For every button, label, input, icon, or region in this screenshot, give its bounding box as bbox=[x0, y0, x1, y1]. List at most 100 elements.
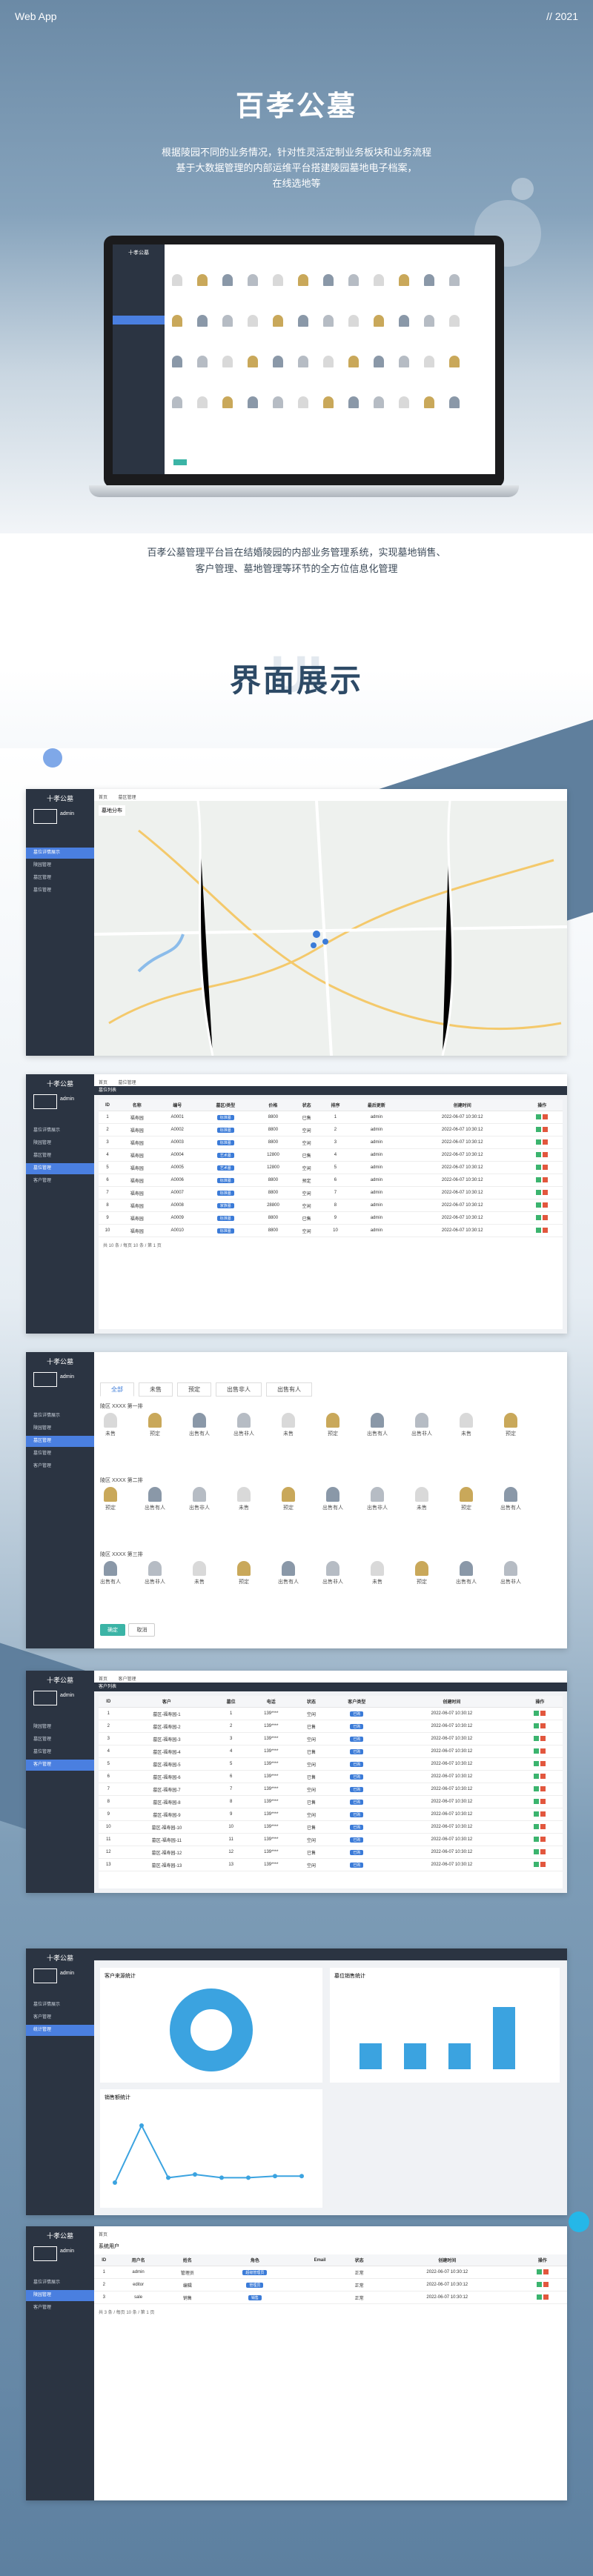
delete-icon[interactable] bbox=[540, 1710, 546, 1716]
sidebar-item[interactable]: 墓位管理 bbox=[26, 1163, 94, 1174]
table-row[interactable]: 8 墓区-福寿园-8 8 139**** 已售 已购 2022-06-07 10:30:12 bbox=[99, 1795, 563, 1808]
delete-icon[interactable] bbox=[543, 1114, 549, 1119]
delete-icon[interactable] bbox=[543, 2294, 549, 2300]
table-row[interactable]: 2 editor 编辑 管理员 正常 2022-06-07 10:30:12 bbox=[94, 2278, 567, 2292]
delete-icon[interactable] bbox=[543, 1214, 549, 1220]
delete-icon[interactable] bbox=[540, 1760, 546, 1766]
table-row[interactable]: 5 福寿园 A0005 艺术墓 12800 空闲 5 admin 2022-06-07 10:3… bbox=[99, 1161, 563, 1174]
edit-icon[interactable] bbox=[536, 1151, 542, 1157]
cancel-button[interactable]: 取消 bbox=[128, 1623, 156, 1637]
table-row[interactable]: 6 福寿园 A0006 标准墓 8800 预定 6 admin 2022-06-07 10:30… bbox=[99, 1174, 563, 1187]
edit-icon[interactable] bbox=[534, 1773, 540, 1779]
grave-slot[interactable]: 预定 bbox=[500, 1413, 521, 1437]
grave-slot[interactable]: 预定 bbox=[322, 1413, 343, 1437]
map-view[interactable]: 墓地分布 bbox=[93, 800, 567, 1056]
grave-slot[interactable]: 出售有人 bbox=[500, 1487, 521, 1511]
sidebar-item[interactable]: 客户管理 bbox=[33, 2015, 52, 2020]
grave-slot[interactable]: 预定 bbox=[100, 1487, 121, 1511]
edit-icon[interactable] bbox=[534, 1823, 540, 1829]
sidebar-item[interactable]: 陵园管理 bbox=[33, 863, 52, 868]
status-tab[interactable]: 出售有人 bbox=[266, 1382, 312, 1397]
grave-slot[interactable]: 未售 bbox=[233, 1487, 254, 1511]
delete-icon[interactable] bbox=[543, 2269, 549, 2274]
grave-slot[interactable]: 出售有人 bbox=[278, 1561, 299, 1585]
sidebar-item[interactable]: 墓位详情展示 bbox=[33, 2280, 61, 2285]
edit-icon[interactable] bbox=[536, 2294, 542, 2300]
edit-icon[interactable] bbox=[536, 1139, 542, 1145]
grave-slot[interactable]: 出售非人 bbox=[500, 1561, 521, 1585]
sidebar-item[interactable]: 陵园管理 bbox=[33, 1426, 52, 1431]
status-tab[interactable]: 出售非人 bbox=[216, 1382, 262, 1397]
table-row[interactable]: 3 福寿园 A0003 标准墓 8800 空闲 3 admin 2022-06-07 10:30… bbox=[99, 1136, 563, 1149]
delete-icon[interactable] bbox=[543, 1176, 549, 1182]
grave-slot[interactable]: 未售 bbox=[100, 1413, 121, 1437]
edit-icon[interactable] bbox=[534, 1798, 540, 1804]
sidebar-item[interactable]: 墓区管理 bbox=[33, 1737, 52, 1742]
edit-icon[interactable] bbox=[534, 1861, 540, 1867]
delete-icon[interactable] bbox=[543, 1139, 549, 1145]
edit-icon[interactable] bbox=[534, 1836, 540, 1842]
table-row[interactable]: 3 墓区-福寿园-3 3 139**** 空闲 已购 2022-06-07 10:30:12 bbox=[99, 1732, 563, 1745]
table-row[interactable]: 7 墓区-福寿园-7 7 139**** 空闲 已购 2022-06-07 10:30:12 bbox=[99, 1783, 563, 1796]
table-row[interactable]: 9 墓区-福寿园-9 9 139**** 空闲 已购 2022-06-07 10:30:12 bbox=[99, 1808, 563, 1821]
delete-icon[interactable] bbox=[540, 1723, 546, 1728]
delete-icon[interactable] bbox=[540, 1861, 546, 1867]
table-row[interactable]: 13 墓区-福寿园-13 13 139**** 空闲 已购 2022-06-07 10:30… bbox=[99, 1858, 563, 1871]
sidebar-item[interactable]: 墓区管理 bbox=[26, 1436, 94, 1447]
top-tab[interactable]: 首页 bbox=[99, 796, 108, 800]
grave-slot[interactable]: 出售有人 bbox=[322, 1487, 343, 1511]
grave-slot[interactable]: 出售非人 bbox=[189, 1487, 210, 1511]
grave-slot[interactable]: 出售非人 bbox=[233, 1413, 254, 1437]
delete-icon[interactable] bbox=[543, 2281, 549, 2287]
table-row[interactable]: 12 墓区-福寿园-12 12 139**** 已售 已购 2022-06-07 10:30… bbox=[99, 1846, 563, 1859]
edit-icon[interactable] bbox=[534, 1848, 540, 1854]
grave-slot[interactable]: 未售 bbox=[411, 1487, 432, 1511]
delete-icon[interactable] bbox=[540, 1823, 546, 1829]
top-tab[interactable]: 客户管理 bbox=[118, 1677, 136, 1682]
table-row[interactable]: 9 福寿园 A0009 标准墓 8800 已售 9 admin 2022-06-07 10:30… bbox=[99, 1211, 563, 1225]
table-row[interactable]: 1 福寿园 A0001 标准墓 8800 已售 1 admin 2022-06-07 10:30… bbox=[99, 1111, 563, 1124]
status-tab[interactable]: 未售 bbox=[139, 1382, 173, 1397]
table-row[interactable]: 1 墓区-福寿园-1 1 139**** 空闲 已购 2022-06-07 10:30:12 bbox=[99, 1707, 563, 1720]
table-row[interactable]: 8 福寿园 A0008 家族墓 28800 空闲 8 admin 2022-06-07 10:3… bbox=[99, 1199, 563, 1212]
grave-slot[interactable]: 预定 bbox=[145, 1413, 165, 1437]
table-row[interactable]: 4 墓区-福寿园-4 4 139**** 已售 已购 2022-06-07 10:30:12 bbox=[99, 1745, 563, 1758]
sidebar-item[interactable]: 陵园管理 bbox=[33, 1725, 52, 1729]
top-tab[interactable]: 首页 bbox=[99, 1081, 108, 1085]
table-row[interactable]: 10 墓区-福寿园-10 10 139**** 已售 已购 2022-06-07 10:30… bbox=[99, 1820, 563, 1834]
grave-slot[interactable]: 出售有人 bbox=[456, 1561, 477, 1585]
delete-icon[interactable] bbox=[543, 1151, 549, 1157]
table-row[interactable]: 2 福寿园 A0002 标准墓 8800 空闲 2 admin 2022-06-07 10:30… bbox=[99, 1123, 563, 1136]
sidebar-item[interactable]: 客户管理 bbox=[33, 2306, 52, 2310]
sidebar-item[interactable]: 墓位详情展示 bbox=[33, 1414, 61, 1418]
grave-slot[interactable]: 出售非人 bbox=[145, 1561, 165, 1585]
delete-icon[interactable] bbox=[540, 1836, 546, 1842]
table-row[interactable]: 6 墓区-福寿园-6 6 139**** 已售 已购 2022-06-07 10:30:12 bbox=[99, 1770, 563, 1783]
edit-icon[interactable] bbox=[536, 2269, 542, 2274]
grave-slot[interactable]: 出售有人 bbox=[145, 1487, 165, 1511]
delete-icon[interactable] bbox=[543, 1202, 549, 1208]
table-row[interactable]: 10 福寿园 A0010 标准墓 8800 空闲 10 admin 2022-06-07 10:… bbox=[99, 1224, 563, 1237]
sidebar-item[interactable]: 墓位管理 bbox=[33, 1750, 52, 1754]
sidebar-item[interactable]: 客户管理 bbox=[33, 1464, 52, 1468]
table-row[interactable]: 1 admin 管理员 超级管理员 正常 2022-06-07 10:30:12 bbox=[94, 2266, 567, 2279]
edit-icon[interactable] bbox=[534, 1748, 540, 1754]
delete-icon[interactable] bbox=[543, 1189, 549, 1195]
grave-slot[interactable]: 预定 bbox=[411, 1561, 432, 1585]
edit-icon[interactable] bbox=[534, 1760, 540, 1766]
edit-icon[interactable] bbox=[536, 1164, 542, 1170]
edit-icon[interactable] bbox=[536, 2281, 542, 2287]
edit-icon[interactable] bbox=[536, 1189, 542, 1195]
grave-slot[interactable]: 未售 bbox=[189, 1561, 210, 1585]
sidebar-item[interactable]: 墓区管理 bbox=[33, 1154, 52, 1158]
edit-icon[interactable] bbox=[536, 1176, 542, 1182]
sidebar-item[interactable]: 陵园管理 bbox=[26, 2290, 94, 2301]
sidebar-item[interactable]: 墓位管理 bbox=[33, 888, 52, 893]
top-tab[interactable]: 首页 bbox=[99, 1677, 108, 1682]
delete-icon[interactable] bbox=[540, 1811, 546, 1817]
grave-slot[interactable]: 出售非人 bbox=[411, 1413, 432, 1437]
edit-icon[interactable] bbox=[536, 1202, 542, 1208]
edit-icon[interactable] bbox=[536, 1227, 542, 1233]
table-row[interactable]: 11 墓区-福寿园-11 11 139**** 空闲 已购 2022-06-07 10:30… bbox=[99, 1833, 563, 1846]
delete-icon[interactable] bbox=[540, 1748, 546, 1754]
